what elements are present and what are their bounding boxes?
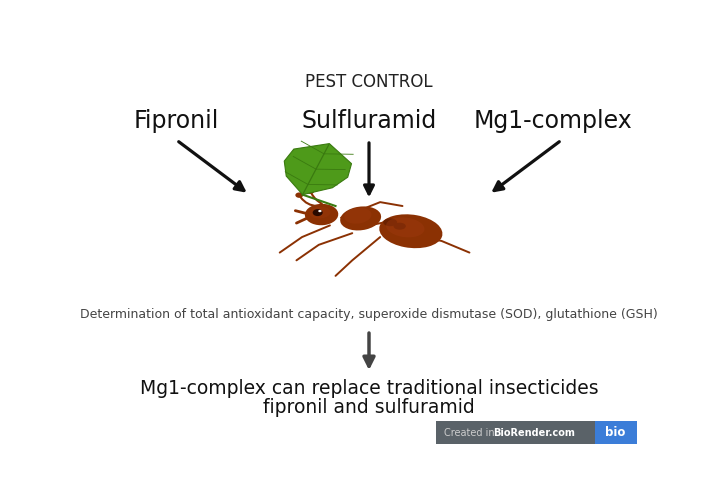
Text: Determination of total antioxidant capacity, superoxide dismutase (SOD), glutath: Determination of total antioxidant capac…: [80, 308, 658, 321]
Ellipse shape: [340, 207, 381, 230]
Circle shape: [307, 188, 315, 194]
Text: fipronil and sulfuramid: fipronil and sulfuramid: [263, 398, 475, 417]
Ellipse shape: [379, 214, 443, 248]
Text: Mg1-complex: Mg1-complex: [474, 109, 632, 133]
Text: bio: bio: [606, 426, 626, 439]
Ellipse shape: [383, 218, 397, 226]
Polygon shape: [284, 144, 351, 195]
Circle shape: [295, 193, 303, 198]
Ellipse shape: [305, 204, 338, 225]
Text: Created in: Created in: [444, 428, 498, 437]
Ellipse shape: [386, 217, 425, 237]
Ellipse shape: [344, 208, 372, 224]
Circle shape: [318, 210, 322, 212]
FancyBboxPatch shape: [436, 421, 595, 444]
Text: PEST CONTROL: PEST CONTROL: [305, 73, 433, 91]
Text: Sulfluramid: Sulfluramid: [302, 109, 436, 133]
Circle shape: [312, 209, 323, 216]
Ellipse shape: [310, 207, 330, 218]
FancyBboxPatch shape: [595, 421, 637, 444]
Text: BioRender.com: BioRender.com: [493, 428, 575, 437]
Text: Fipronil: Fipronil: [134, 109, 219, 133]
Ellipse shape: [394, 223, 406, 230]
Text: Mg1-complex can replace traditional insecticides: Mg1-complex can replace traditional inse…: [140, 379, 598, 398]
